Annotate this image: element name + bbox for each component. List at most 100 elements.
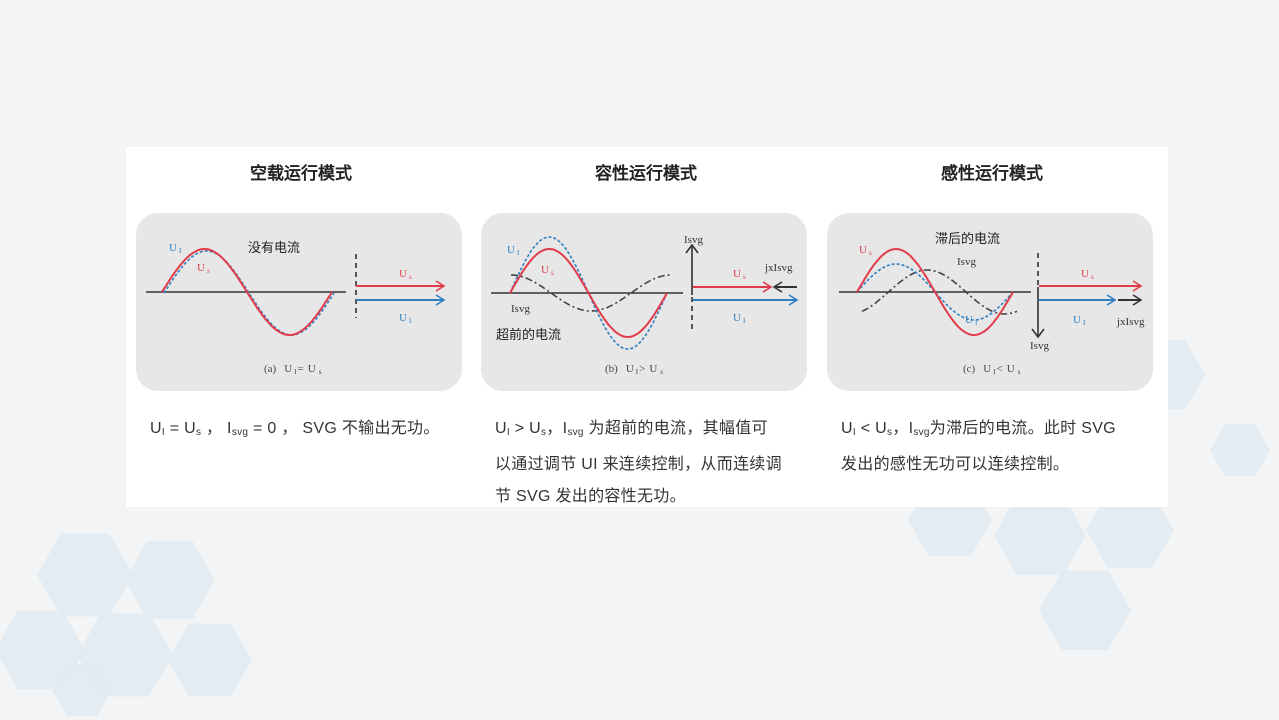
- subscript-text: svg: [913, 427, 930, 438]
- label-sub: s: [551, 269, 554, 277]
- jx-isvg-arrow-head: [1132, 294, 1143, 306]
- hexagon-shape: [125, 541, 215, 619]
- description-text: = U: [164, 420, 196, 437]
- label-sub: I: [1083, 319, 1086, 327]
- subscript-text: svg: [231, 427, 249, 438]
- label-main: U: [399, 268, 407, 280]
- hexagon-shape: [0, 611, 85, 689]
- us-wave: [509, 247, 668, 339]
- description-text: ，I: [546, 420, 568, 437]
- us-wave: [856, 247, 1014, 337]
- isvg-wave-label: Isvg: [957, 256, 976, 268]
- subscript-text: I: [506, 427, 510, 438]
- caption-prefix: (c): [963, 363, 976, 375]
- caption-operator: =: [298, 363, 304, 375]
- description-text: U: [841, 420, 853, 437]
- description-text: > U: [509, 420, 541, 437]
- isvg-axis-label: Isvg: [684, 234, 703, 246]
- label-main: U: [733, 312, 741, 324]
- isvg-arrowhead: [685, 243, 699, 254]
- hexagon-shape: [1039, 570, 1131, 650]
- mode-title: 感性运行模式: [941, 164, 1043, 184]
- caption-sub: s: [319, 368, 322, 376]
- description-text: ， I: [201, 420, 232, 437]
- isvg-wave-label: Isvg: [511, 303, 530, 315]
- mode-description: UI < Us，Isvg为滞后的电流。此时 SVG 发出的感性无功可以连续控制。: [841, 413, 1116, 481]
- label-main: U: [1073, 314, 1081, 326]
- description-text: = 0 ， SVG 不输出无功。: [248, 420, 440, 437]
- caption-prefix: (b): [605, 363, 618, 375]
- us-phasor-arrow-head: [762, 281, 773, 293]
- annotation-text: 没有电流: [248, 241, 300, 256]
- jx-isvg-label: jxIsvg: [764, 262, 793, 274]
- ui-phasor-arrow-head: [1106, 294, 1117, 306]
- ui-wave: [856, 263, 1014, 321]
- label-main: U: [859, 244, 867, 256]
- isvg-arrowhead: [1031, 328, 1045, 339]
- description-text: 以通过调节 UI 来连续控制，从而连续调: [495, 456, 782, 473]
- label-sub: s: [207, 267, 210, 275]
- label-sub: I: [179, 247, 182, 255]
- hexagon-shape: [1086, 491, 1174, 569]
- caption-sub: I: [294, 368, 297, 376]
- ui-phasor-arrow-head: [788, 294, 799, 306]
- label-main: U: [965, 314, 973, 326]
- hexagon-shape: [52, 664, 112, 716]
- description-text: 节 SVG 发出的容性无功。: [495, 488, 686, 505]
- mode-title: 容性运行模式: [595, 164, 697, 184]
- subscript-text: svg: [567, 427, 584, 438]
- label-sub: I: [409, 317, 412, 325]
- description-text: ，I: [892, 420, 914, 437]
- description-text: < U: [855, 420, 887, 437]
- description-text: 为超前的电流，其幅值可: [583, 420, 768, 437]
- caption-operator: >: [639, 363, 645, 375]
- caption-main: U: [983, 363, 991, 375]
- us-phasor-arrow-head: [435, 280, 446, 292]
- caption-sub: s: [1018, 368, 1021, 376]
- jx-isvg-arrow-head: [772, 281, 783, 293]
- label-main: U: [1081, 268, 1089, 280]
- caption-main: U: [649, 363, 657, 375]
- label-sub: s: [743, 273, 746, 281]
- hexagon-shape: [37, 533, 133, 617]
- ui-phasor-arrow-head: [435, 294, 446, 306]
- caption-sub: s: [660, 368, 663, 376]
- label-main: U: [197, 262, 205, 274]
- us-phasor-arrow-head: [1132, 280, 1143, 292]
- caption-operator: <: [997, 363, 1003, 375]
- label-sub: s: [409, 273, 412, 281]
- caption-main: U: [626, 363, 634, 375]
- isvg-axis-label: Isvg: [1030, 340, 1049, 352]
- label-main: U: [507, 244, 515, 256]
- caption-sub: I: [636, 368, 639, 376]
- label-sub: I: [517, 249, 520, 257]
- ui-wave: [163, 250, 335, 336]
- subscript-text: s: [540, 427, 547, 438]
- mode-description: UI > Us，Isvg 为超前的电流，其幅值可以通过调节 UI 来连续控制，从…: [495, 413, 782, 513]
- label-sub: I: [975, 319, 978, 327]
- caption-main: U: [308, 363, 316, 375]
- description-text: U: [495, 420, 507, 437]
- subscript-text: I: [852, 427, 856, 438]
- label-main: U: [541, 264, 549, 276]
- hexagon-shape: [1210, 424, 1270, 476]
- jx-isvg-label: jxIsvg: [1116, 316, 1145, 328]
